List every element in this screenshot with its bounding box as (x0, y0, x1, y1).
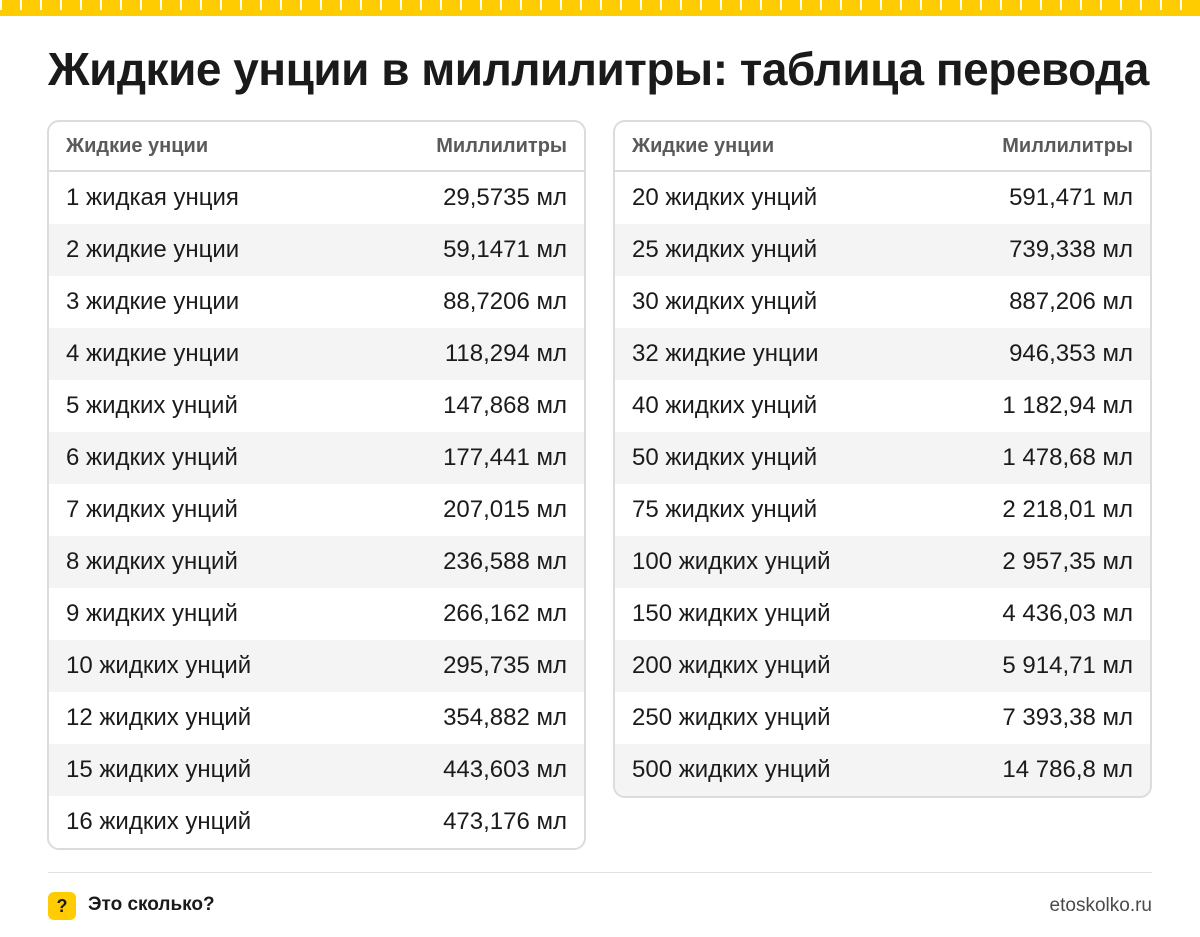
table-row: 12 жидких унций 354,882 мл (49, 692, 584, 744)
ounces-cell: 10 жидких унций (66, 652, 252, 679)
ounces-cell: 100 жидких унций (632, 548, 831, 575)
table-row: 25 жидких унций 739,338 мл (615, 224, 1150, 276)
ml-cell: 5 914,71 мл (1002, 652, 1133, 679)
ml-cell: 266,162 мл (443, 600, 567, 627)
ounces-cell: 15 жидких унций (66, 756, 252, 783)
ml-cell: 147,868 мл (443, 392, 567, 419)
table-row: 30 жидких унций 887,206 мл (615, 276, 1150, 328)
table-row: 200 жидких унций 5 914,71 мл (615, 640, 1150, 692)
table-row: 16 жидких унций 473,176 мл (49, 796, 584, 848)
ml-cell: 7 393,38 мл (1002, 704, 1133, 731)
ounces-cell: 1 жидкая унция (66, 184, 239, 211)
ml-cell: 946,353 мл (1009, 340, 1133, 367)
ounces-cell: 500 жидких унций (632, 756, 831, 783)
ml-cell: 473,176 мл (443, 808, 567, 835)
table-row: 7 жидких унций 207,015 мл (49, 484, 584, 536)
ounces-cell: 3 жидкие унции (66, 288, 240, 315)
question-mark-icon: ? (48, 892, 76, 920)
ml-cell: 295,735 мл (443, 652, 567, 679)
ounces-cell: 250 жидких унций (632, 704, 831, 731)
ounces-cell: 5 жидких унций (66, 392, 238, 419)
table-body: 20 жидких унций 591,471 мл 25 жидких унций… (615, 172, 1150, 796)
table-row: 3 жидкие унции 88,7206 мл (49, 276, 584, 328)
footer-brand: Это сколько? (88, 894, 215, 915)
footer-site-link[interactable]: etoskolko.ru (1049, 895, 1152, 916)
ml-cell: 29,5735 мл (443, 184, 567, 211)
ounces-cell: 7 жидких унций (66, 496, 238, 523)
ml-cell: 207,015 мл (443, 496, 567, 523)
table-row: 32 жидкие унции 946,353 мл (615, 328, 1150, 380)
ounces-cell: 200 жидких унций (632, 652, 831, 679)
ml-cell: 2 957,35 мл (1002, 548, 1133, 575)
ml-cell: 88,7206 мл (443, 288, 567, 315)
table-row: 8 жидких унций 236,588 мл (49, 536, 584, 588)
table-header: Жидкие унции Миллилитры (615, 122, 1150, 172)
ounces-cell: 8 жидких унций (66, 548, 238, 575)
ounces-cell: 20 жидких унций (632, 184, 818, 211)
ml-cell: 177,441 мл (443, 444, 567, 471)
page-title: Жидкие унции в миллилитры: таблица перев… (48, 43, 1149, 95)
ounces-cell: 150 жидких унций (632, 600, 831, 627)
ounces-cell: 12 жидких унций (66, 704, 252, 731)
ounces-cell: 2 жидкие унции (66, 236, 240, 263)
table-row: 9 жидких унций 266,162 мл (49, 588, 584, 640)
table-row: 500 жидких унций 14 786,8 мл (615, 744, 1150, 796)
table-row: 6 жидких унций 177,441 мл (49, 432, 584, 484)
ml-cell: 443,603 мл (443, 756, 567, 783)
ounces-cell: 16 жидких унций (66, 808, 252, 835)
footer-divider (48, 872, 1152, 873)
table-row: 15 жидких унций 443,603 мл (49, 744, 584, 796)
table-row: 10 жидких унций 295,735 мл (49, 640, 584, 692)
table-body: 1 жидкая унция 29,5735 мл 2 жидкие унции 59… (49, 172, 584, 848)
ml-cell: 59,1471 мл (443, 236, 567, 263)
ml-cell: 887,206 мл (1009, 288, 1133, 315)
table-row: 250 жидких унций 7 393,38 мл (615, 692, 1150, 744)
ounces-cell: 25 жидких унций (632, 236, 818, 263)
ml-cell: 1 478,68 мл (1002, 444, 1133, 471)
header-ounces: Жидкие унции (66, 134, 209, 157)
ml-cell: 118,294 мл (444, 340, 567, 367)
table-row: 2 жидкие унции 59,1471 мл (49, 224, 584, 276)
ounces-cell: 40 жидких унций (632, 392, 818, 419)
conversion-table-right: Жидкие унции Миллилитры 20 жидких унций 5… (613, 120, 1152, 798)
table-row: 40 жидких унций 1 182,94 мл (615, 380, 1150, 432)
ml-cell: 236,588 мл (443, 548, 567, 575)
ounces-cell: 9 жидких унций (66, 600, 238, 627)
ml-cell: 14 786,8 мл (1002, 756, 1133, 783)
table-row: 1 жидкая унция 29,5735 мл (49, 172, 584, 224)
header-ounces: Жидкие унции (632, 134, 775, 157)
table-row: 150 жидких унций 4 436,03 мл (615, 588, 1150, 640)
ruler-strip (0, 0, 1200, 16)
ounces-cell: 50 жидких унций (632, 444, 818, 471)
ml-cell: 4 436,03 мл (1002, 600, 1133, 627)
conversion-table-left: Жидкие унции Миллилитры 1 жидкая унция 29… (47, 120, 586, 850)
table-header: Жидкие унции Миллилитры (49, 122, 584, 172)
ounces-cell: 32 жидкие унции (632, 340, 819, 367)
ounces-cell: 4 жидкие унции (66, 340, 240, 367)
ml-cell: 739,338 мл (1009, 236, 1133, 263)
table-row: 4 жидкие унции 118,294 мл (49, 328, 584, 380)
ml-cell: 2 218,01 мл (1002, 496, 1133, 523)
table-row: 100 жидких унций 2 957,35 мл (615, 536, 1150, 588)
ml-cell: 591,471 мл (1009, 184, 1133, 211)
ml-cell: 354,882 мл (443, 704, 567, 731)
table-row: 50 жидких унций 1 478,68 мл (615, 432, 1150, 484)
ounces-cell: 6 жидких унций (66, 444, 238, 471)
table-row: 5 жидких унций 147,868 мл (49, 380, 584, 432)
ounces-cell: 30 жидких унций (632, 288, 818, 315)
header-ml: Миллилитры (436, 134, 567, 157)
ml-cell: 1 182,94 мл (1002, 392, 1133, 419)
header-ml: Миллилитры (1002, 134, 1133, 157)
table-row: 75 жидких унций 2 218,01 мл (615, 484, 1150, 536)
ounces-cell: 75 жидких унций (632, 496, 818, 523)
table-row: 20 жидких унций 591,471 мл (615, 172, 1150, 224)
